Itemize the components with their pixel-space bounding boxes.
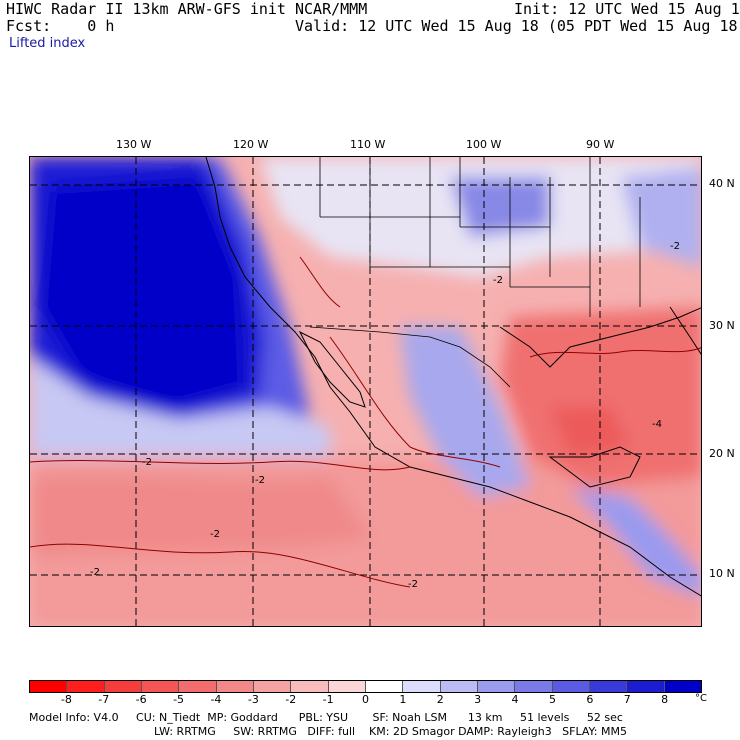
border-us-mexico bbox=[309, 326, 511, 388]
contour-label: -2 bbox=[493, 275, 503, 286]
field-pacific-transition bbox=[30, 357, 330, 457]
colorbar-segment bbox=[179, 681, 217, 692]
valid-time: Valid: 12 UTC Wed 15 Aug 18 (05 PDT Wed … bbox=[295, 17, 740, 35]
contour-pacific-south2 bbox=[30, 543, 411, 588]
contour-gulf bbox=[529, 347, 701, 358]
colorbar-segment bbox=[627, 681, 665, 692]
colorbar-segment bbox=[216, 681, 254, 692]
colorbar-segment bbox=[328, 681, 366, 692]
colorbar-tick-label: -6 bbox=[135, 693, 147, 706]
field-pacific-deeper-red bbox=[30, 474, 370, 557]
colorbar-tick-label: 0 bbox=[362, 693, 369, 706]
field-us-north-blue bbox=[450, 177, 550, 237]
colorbar-segment bbox=[664, 681, 701, 692]
colorbar-segment bbox=[552, 681, 590, 692]
contours bbox=[30, 256, 701, 588]
borders bbox=[309, 157, 641, 388]
graticule bbox=[30, 157, 701, 626]
contour-label: -2 bbox=[210, 529, 220, 540]
field-name: Lifted index bbox=[9, 36, 86, 51]
colorbar-segment bbox=[515, 681, 553, 692]
contour-label: -4 bbox=[652, 419, 662, 430]
florida bbox=[669, 306, 701, 355]
colorbar-tick-label: -5 bbox=[173, 693, 185, 706]
colorbar-segment bbox=[589, 681, 628, 692]
contour-ca-valley bbox=[299, 256, 341, 308]
organization: NCAR/MMM bbox=[295, 0, 368, 18]
colorbar-tick-label: 1 bbox=[399, 693, 407, 706]
lon-label-130w: 130 W bbox=[116, 138, 152, 151]
contour-labels: -2 -2 -2 -2 -2 -2 -2 -4 bbox=[90, 241, 680, 590]
colorbar-tick-label: 8 bbox=[661, 693, 669, 706]
lon-label-120w: 120 W bbox=[233, 138, 269, 151]
border-rows bbox=[320, 216, 590, 288]
colorbar-segment bbox=[403, 681, 441, 692]
coastlines bbox=[205, 157, 701, 597]
gulf-coast bbox=[499, 307, 701, 368]
colorbar-segment bbox=[104, 681, 142, 692]
lon-label-90w: 90 W bbox=[586, 138, 615, 151]
lat-label-40n: 40 N bbox=[709, 177, 735, 190]
colorbar-tick-label: 2 bbox=[436, 693, 444, 706]
colorbar-segment bbox=[67, 681, 105, 692]
us-west-coast bbox=[205, 157, 701, 597]
field-pacific-core bbox=[40, 177, 245, 407]
colorbar-tick-label: -3 bbox=[247, 693, 259, 706]
model-info-line2: LW: RRTMG SW: RRTMG DIFF: full KM: 2D Sm… bbox=[154, 725, 627, 738]
product-title: HIWC Radar II 13km ARW-GFS init bbox=[6, 0, 286, 18]
colorbar-segment bbox=[365, 681, 404, 692]
colorbar-segment bbox=[291, 681, 329, 692]
contour-label: -2 bbox=[142, 457, 152, 468]
colorbar-unit: °C bbox=[695, 693, 707, 704]
colorbar bbox=[29, 680, 702, 693]
lifted-index-map: -2 -2 -2 -2 -2 -2 -2 -4 bbox=[29, 156, 702, 627]
lat-label-30n: 30 N bbox=[709, 319, 735, 332]
contour-mexico-coast bbox=[329, 336, 501, 468]
colorbar-tick-label: 5 bbox=[548, 693, 556, 706]
contour-south-pacific bbox=[30, 460, 411, 471]
contour-label: -2 bbox=[90, 567, 100, 578]
yucatan bbox=[548, 446, 641, 488]
colorbar-segment bbox=[141, 681, 180, 692]
init-time: Init: 12 UTC Wed 15 Aug 18 bbox=[514, 0, 740, 18]
colorbar-segment bbox=[440, 681, 478, 692]
colorbar-tick-label: 7 bbox=[623, 693, 631, 706]
colorbar-tick-label: 6 bbox=[586, 693, 594, 706]
colorbar-segment bbox=[477, 681, 516, 692]
contour-label: -2 bbox=[255, 475, 265, 486]
colorbar-segment bbox=[253, 681, 292, 692]
forecast-hour: Fcst: 0 h bbox=[6, 17, 115, 35]
lon-label-100w: 100 W bbox=[466, 138, 502, 151]
colorbar-tick-label: -7 bbox=[98, 693, 110, 706]
field-central-america-blue bbox=[570, 487, 701, 597]
model-info-line1: Model Info: V4.0 CU: N_Tiedt MP: Goddard… bbox=[29, 711, 623, 724]
colorbar-tick-label: -4 bbox=[210, 693, 222, 706]
colorbar-tick-label: 3 bbox=[474, 693, 482, 706]
contour-label: -2 bbox=[670, 241, 680, 252]
field-gulf-red bbox=[500, 307, 701, 487]
contour-label: -2 bbox=[408, 579, 418, 590]
field-gulf-core bbox=[550, 407, 630, 457]
colorbar-tick-label: -1 bbox=[322, 693, 334, 706]
baja-california bbox=[298, 330, 366, 408]
colorbar-tick-label: -2 bbox=[285, 693, 297, 706]
colorbar-tick-label: 4 bbox=[511, 693, 519, 706]
colorbar-tick-label: -8 bbox=[60, 693, 72, 706]
lat-label-10n: 10 N bbox=[709, 567, 735, 580]
colorbar-segment bbox=[30, 681, 68, 692]
lat-label-20n: 20 N bbox=[709, 447, 735, 460]
lon-label-110w: 110 W bbox=[350, 138, 386, 151]
